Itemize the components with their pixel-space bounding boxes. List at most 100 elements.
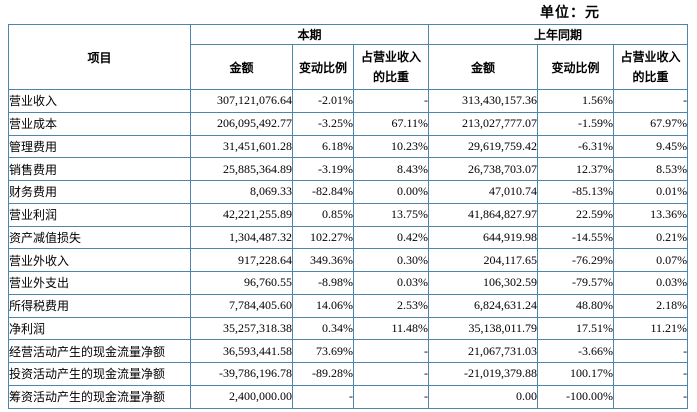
current-amount-cell: 917,228.64	[190, 248, 293, 272]
col-group-prior-period: 上年同期	[428, 24, 689, 45]
prior-change-cell: -3.66%	[537, 339, 615, 363]
prior-amount-cell: -21,019,379.88	[428, 362, 539, 386]
current-ratio-cell: 0.00%	[352, 180, 430, 204]
prior-amount-cell: 35,138,011.79	[428, 316, 539, 341]
prior-amount-cell: 6,824,631.24	[428, 293, 539, 318]
table-row: 经营活动产生的现金流量净额 36,593,441.58 73.69% -21,067,…	[8, 339, 689, 363]
prior-amount-cell: 204,117.65	[428, 248, 539, 272]
table-row: 销售费用 25,885,364.89 -3.19% 8.43% 26,738,703.0…	[8, 157, 689, 181]
item-label-cell: 财务费用	[8, 180, 191, 204]
item-label-cell: 净利润	[8, 316, 191, 341]
prior-change-cell: 22.59%	[537, 202, 615, 227]
current-ratio-cell: 2.53%	[352, 293, 430, 318]
table-row: 管理费用 31,451,601.28 6.18% 10.23% 29,619,759.4…	[8, 134, 689, 159]
col-group-current-period: 本期	[189, 24, 430, 45]
current-ratio-cell: 8.43%	[352, 157, 430, 181]
current-change-cell: 0.34%	[292, 316, 354, 341]
current-change-cell: 102.27%	[292, 225, 354, 250]
prior-ratio-cell: -	[613, 89, 689, 113]
prior-ratio-cell: 11.21%	[613, 316, 689, 341]
current-amount-cell: 8,069.33	[190, 180, 293, 204]
current-amount-cell: 42,221,255.89	[190, 202, 293, 227]
current-ratio-cell: 0.42%	[352, 225, 430, 250]
col-header-ratio-current: 占营业收入 的比重	[352, 44, 430, 90]
col-header-amount-current: 金额	[190, 44, 293, 90]
item-label-cell: 营业外支出	[8, 271, 191, 295]
prior-ratio-cell: 2.18%	[613, 293, 689, 318]
current-ratio-cell: -	[352, 339, 430, 363]
current-change-cell: -89.28%	[292, 362, 354, 386]
table-header: 项目 本期 上年同期 金额 变动比例 占营业收入 的比重 金额 变动比例 占营业…	[8, 24, 689, 90]
current-amount-cell: -39,786,196.78	[190, 362, 293, 386]
prior-amount-cell: 41,864,827.97	[428, 202, 539, 227]
current-amount-cell: 96,760.55	[190, 271, 293, 295]
current-change-cell: -3.25%	[292, 111, 354, 136]
current-ratio-cell: -	[352, 89, 430, 113]
prior-amount-cell: 644,919.98	[428, 225, 539, 250]
current-ratio-cell: -	[352, 362, 430, 386]
prior-change-cell: -76.29%	[537, 248, 615, 272]
item-label-cell: 营业外收入	[8, 248, 191, 272]
current-change-cell: -2.01%	[292, 89, 354, 113]
current-ratio-cell: 67.11%	[352, 111, 430, 136]
item-label-cell: 所得税费用	[8, 293, 191, 318]
prior-change-cell: -1.59%	[537, 111, 615, 136]
col-header-change-prior: 变动比例	[537, 44, 615, 90]
item-label-cell: 投资活动产生的现金流量净额	[8, 362, 191, 386]
current-change-cell: -3.19%	[292, 157, 354, 181]
prior-ratio-cell: 13.36%	[613, 202, 689, 227]
col-header-item: 项目	[8, 24, 191, 90]
item-label-cell: 经营活动产生的现金流量净额	[8, 339, 191, 363]
current-change-cell: 14.06%	[292, 293, 354, 318]
prior-change-cell: 1.56%	[537, 89, 615, 113]
prior-amount-cell: 313,430,157.36	[428, 89, 539, 113]
current-ratio-cell: -	[352, 384, 430, 409]
table-row: 营业收入 307,121,076.64 -2.01% -313,430,157.36 1…	[8, 89, 689, 113]
table-body: 营业收入 307,121,076.64 -2.01% -313,430,157.36 1…	[8, 89, 689, 409]
current-change-cell: -82.84%	[292, 180, 354, 204]
current-amount-cell: 25,885,364.89	[190, 157, 293, 181]
current-change-cell: 6.18%	[292, 134, 354, 159]
prior-amount-cell: 29,619,759.42	[428, 134, 539, 159]
prior-amount-cell: 26,738,703.07	[428, 157, 539, 181]
prior-amount-cell: 21,067,731.03	[428, 339, 539, 363]
table-row: 净利润 35,257,318.38 0.34% 11.48% 35,138,011.79…	[8, 316, 689, 341]
current-amount-cell: 36,593,441.58	[190, 339, 293, 363]
prior-amount-cell: 106,302.59	[428, 271, 539, 295]
prior-change-cell: 100.17%	[537, 362, 615, 386]
prior-ratio-cell: 9.45%	[613, 134, 689, 159]
current-change-cell: -	[292, 384, 354, 409]
table-row: 营业外支出 96,760.55 -8.98% 0.03% 106,302.59 -79.5…	[8, 271, 689, 295]
item-label-cell: 销售费用	[8, 157, 191, 181]
table-row: 所得税费用 7,784,405.60 14.06% 2.53% 6,824,631.24…	[8, 293, 689, 318]
prior-ratio-cell: 0.07%	[613, 248, 689, 272]
current-change-cell: 0.85%	[292, 202, 354, 227]
prior-ratio-cell: 0.01%	[613, 180, 689, 204]
prior-ratio-cell: -	[613, 362, 689, 386]
item-label-cell: 管理费用	[8, 134, 191, 159]
item-label-cell: 筹资活动产生的现金流量净额	[8, 384, 191, 409]
item-label-cell: 营业成本	[8, 111, 191, 136]
prior-change-cell: -6.31%	[537, 134, 615, 159]
item-label-cell: 营业利润	[8, 202, 191, 227]
table-row: 营业外收入 917,228.64 349.36% 0.30% 204,117.65 -76…	[8, 248, 689, 272]
prior-change-cell: 17.51%	[537, 316, 615, 341]
current-ratio-cell: 0.30%	[352, 248, 430, 272]
prior-change-cell: 48.80%	[537, 293, 615, 318]
prior-amount-cell: 213,027,777.07	[428, 111, 539, 136]
current-change-cell: 73.69%	[292, 339, 354, 363]
current-amount-cell: 7,784,405.60	[190, 293, 293, 318]
prior-ratio-cell: 0.21%	[613, 225, 689, 250]
header-group-row: 项目 本期 上年同期	[8, 24, 689, 90]
table-row: 资产减值损失 1,304,487.32 102.27% 0.42% 644,919.98…	[8, 225, 689, 250]
current-amount-cell: 35,257,318.38	[190, 316, 293, 341]
current-ratio-cell: 13.75%	[352, 202, 430, 227]
table-row: 筹资活动产生的现金流量净额 2,400,000.00- -0.00 -100.00% -	[8, 384, 689, 409]
prior-change-cell: -14.55%	[537, 225, 615, 250]
prior-amount-cell: 0.00	[428, 384, 539, 409]
prior-amount-cell: 47,010.74	[428, 180, 539, 204]
prior-ratio-cell: -	[613, 384, 689, 409]
table-row: 投资活动产生的现金流量净额 -39,786,196.78 -89.28% - -21,0…	[8, 362, 689, 386]
current-change-cell: -8.98%	[292, 271, 354, 295]
prior-ratio-cell: 0.03%	[613, 271, 689, 295]
